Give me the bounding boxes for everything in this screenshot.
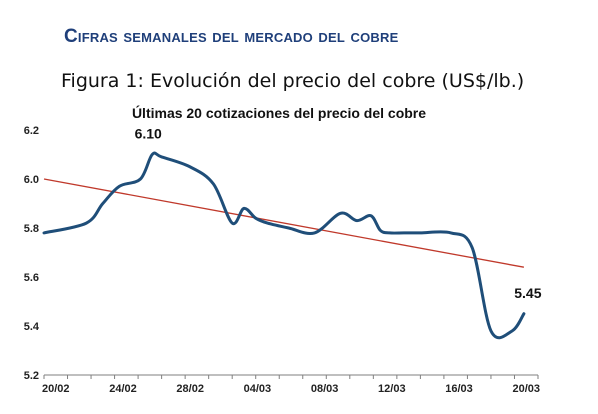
data-label: 6.10 xyxy=(135,126,162,142)
x-tick-label: 12/03 xyxy=(378,383,406,395)
chart-title: Últimas 20 cotizaciones del precio del c… xyxy=(132,104,426,121)
y-tick-label: 5.4 xyxy=(24,321,40,333)
x-tick-label: 20/02 xyxy=(42,383,70,395)
y-tick-label: 5.6 xyxy=(24,272,39,284)
y-tick-label: 5.8 xyxy=(24,223,39,235)
y-tick-label: 6.2 xyxy=(24,125,39,137)
x-tick-label: 04/03 xyxy=(244,383,272,395)
x-tick-label: 28/02 xyxy=(176,383,204,395)
data-label: 5.45 xyxy=(514,285,541,301)
figure-title: Figura 1: Evolución del precio del cobre… xyxy=(61,70,525,92)
x-tick-label: 20/03 xyxy=(512,383,540,395)
trendline xyxy=(43,178,525,268)
document-title: Cifras semanales del mercado del cobre xyxy=(64,26,399,47)
y-tick-label: 5.2 xyxy=(24,370,39,382)
x-tick-label: 16/03 xyxy=(445,383,473,395)
price-series-line xyxy=(42,151,526,340)
x-tick-label: 08/03 xyxy=(311,383,339,395)
y-tick-label: 6.0 xyxy=(24,174,39,186)
x-tick-label: 24/02 xyxy=(109,383,137,395)
